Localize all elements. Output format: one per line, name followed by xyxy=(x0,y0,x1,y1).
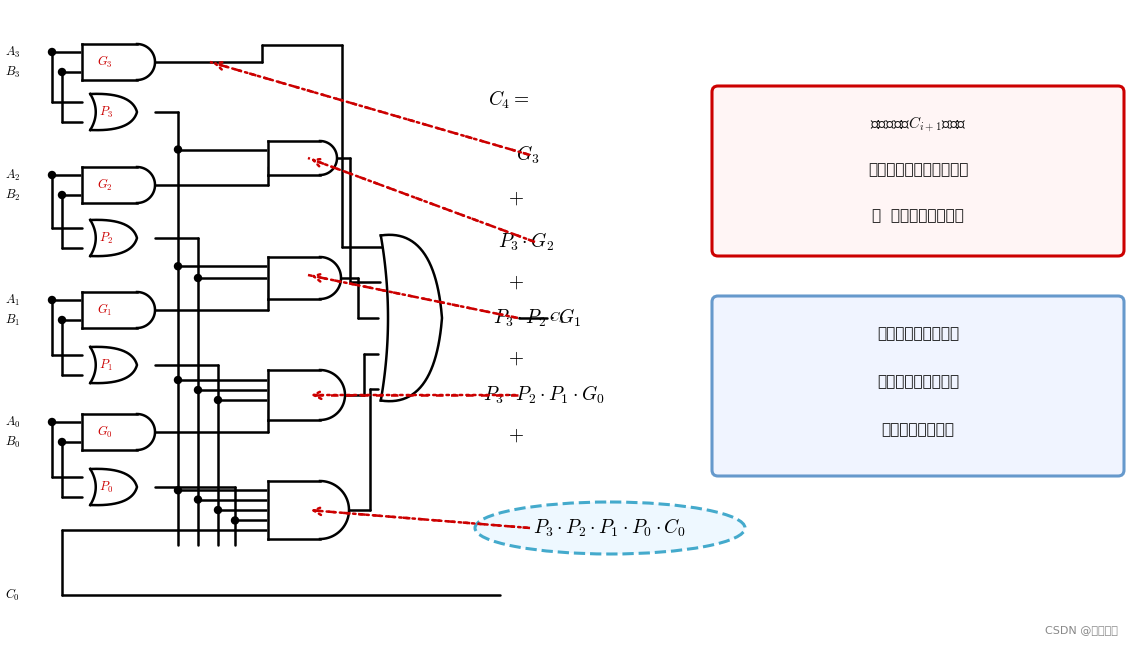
Circle shape xyxy=(58,192,65,199)
Polygon shape xyxy=(90,347,137,383)
Circle shape xyxy=(175,487,181,494)
Text: $G_3$: $G_3$ xyxy=(516,144,540,166)
Circle shape xyxy=(49,419,56,426)
Polygon shape xyxy=(90,220,137,256)
Text: $G_2$: $G_2$ xyxy=(97,177,113,193)
Circle shape xyxy=(175,146,181,153)
Circle shape xyxy=(49,171,56,178)
Circle shape xyxy=(49,49,56,56)
Circle shape xyxy=(58,438,65,445)
Text: 时间固定为三级门延迟，: 时间固定为三级门延迟， xyxy=(868,163,969,178)
Text: $+$: $+$ xyxy=(508,426,524,445)
Text: $P_2$: $P_2$ xyxy=(99,230,113,245)
Text: $A_1$: $A_1$ xyxy=(5,293,21,308)
Circle shape xyxy=(49,297,56,304)
Text: $P_0$: $P_0$ xyxy=(99,480,113,495)
Text: $P_1$: $P_1$ xyxy=(99,358,113,373)
Text: $B_0$: $B_0$ xyxy=(5,434,21,449)
Circle shape xyxy=(232,517,238,524)
Circle shape xyxy=(215,396,221,403)
Text: 宽加法器的位数，则: 宽加法器的位数，则 xyxy=(877,375,960,390)
Text: $A_0$: $A_0$ xyxy=(5,415,21,430)
Text: CSDN @不遗余力: CSDN @不遗余力 xyxy=(1045,625,1118,635)
Text: $A_2$: $A_2$ xyxy=(5,167,21,182)
Polygon shape xyxy=(381,235,442,401)
Text: $+$: $+$ xyxy=(508,348,524,367)
Text: $G_1$: $G_1$ xyxy=(97,302,113,318)
Text: $G_3$: $G_3$ xyxy=(97,54,113,70)
Text: 与  加法器的位数无关: 与 加法器的位数无关 xyxy=(872,209,964,224)
Text: $P_3 \cdot G_2$: $P_3 \cdot G_2$ xyxy=(497,231,555,253)
Text: $P_3 \cdot P_2 \cdot P_1 \cdot P_0 \cdot C_0$: $P_3 \cdot P_2 \cdot P_1 \cdot P_0 \cdot… xyxy=(534,517,687,539)
Text: $C_4$: $C_4$ xyxy=(549,310,565,326)
Polygon shape xyxy=(82,414,155,450)
Text: 电路变得非常复杂: 电路变得非常复杂 xyxy=(882,422,955,438)
Circle shape xyxy=(58,68,65,75)
FancyBboxPatch shape xyxy=(712,296,1124,476)
Polygon shape xyxy=(90,94,137,130)
Circle shape xyxy=(194,496,202,503)
Circle shape xyxy=(175,377,181,384)
Circle shape xyxy=(194,386,202,394)
Polygon shape xyxy=(82,292,155,328)
Text: $+$: $+$ xyxy=(508,188,524,207)
Polygon shape xyxy=(268,141,337,175)
Circle shape xyxy=(194,274,202,281)
Text: $C_0$: $C_0$ xyxy=(5,587,21,603)
Text: $G_0$: $G_0$ xyxy=(97,424,113,440)
Polygon shape xyxy=(268,370,345,420)
Circle shape xyxy=(215,506,221,514)
Text: $+$: $+$ xyxy=(508,272,524,291)
Text: $A_3$: $A_3$ xyxy=(5,45,21,60)
Circle shape xyxy=(175,263,181,270)
Text: $P_3 \cdot P_2 \cdot G_1$: $P_3 \cdot P_2 \cdot G_1$ xyxy=(493,307,582,329)
Text: 优点：计算$C_{i+1}$的延迟: 优点：计算$C_{i+1}$的延迟 xyxy=(869,114,966,134)
Text: $P_3$: $P_3$ xyxy=(99,104,113,119)
Polygon shape xyxy=(82,44,155,80)
Text: $B_1$: $B_1$ xyxy=(5,312,21,327)
Polygon shape xyxy=(268,257,341,299)
Polygon shape xyxy=(268,481,349,539)
FancyBboxPatch shape xyxy=(712,86,1124,256)
Text: $B_3$: $B_3$ xyxy=(5,64,21,79)
Ellipse shape xyxy=(475,502,745,554)
Polygon shape xyxy=(82,167,155,203)
Polygon shape xyxy=(90,469,137,505)
Text: $P_3 \cdot P_2 \cdot P_1 \cdot G_0$: $P_3 \cdot P_2 \cdot P_1 \cdot G_0$ xyxy=(483,384,605,406)
Circle shape xyxy=(58,316,65,323)
Text: $C_4=$: $C_4=$ xyxy=(488,89,529,111)
Text: 缺点：如果进一步拓: 缺点：如果进一步拓 xyxy=(877,327,960,342)
Text: $B_2$: $B_2$ xyxy=(5,188,21,203)
